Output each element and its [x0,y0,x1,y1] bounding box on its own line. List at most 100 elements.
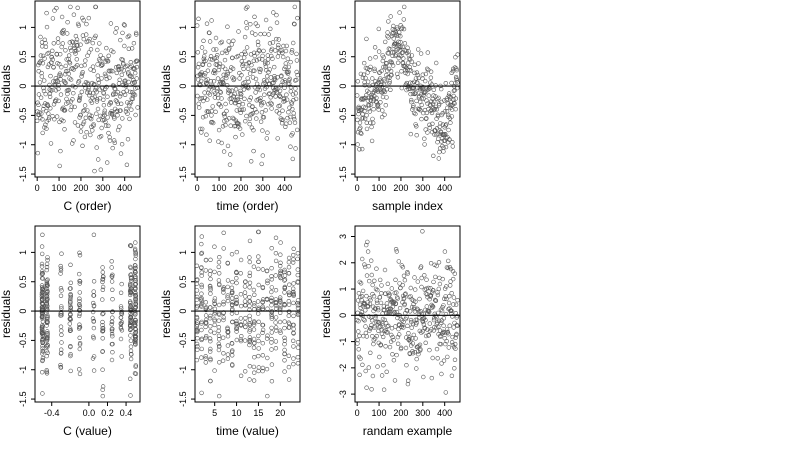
scatter-point [269,101,274,107]
scatter-point [224,75,229,81]
scatter-point [225,356,231,361]
scatter-point [58,263,63,269]
scatter-point [419,102,424,108]
scatter-point [374,95,379,101]
x-tick-label: 0 [355,408,360,418]
scatter-point [133,30,139,36]
scatter-point [212,306,218,311]
scatter-point [261,78,267,83]
scatter-point [263,61,268,66]
scatter-point [277,88,283,94]
scatter-point [230,296,235,301]
scatter-point [133,301,138,306]
scatter-point [96,117,101,123]
scatter-point [388,14,393,19]
scatter-point [70,97,75,102]
scatter-point [249,159,254,164]
x-tick-label: 300 [255,183,270,193]
scatter-point [40,343,45,349]
scatter-point [225,334,231,339]
scatter-point [429,305,435,310]
scatter-point [85,108,90,113]
scatter-point [287,120,293,125]
scatter-point [208,324,213,329]
scatter-point [269,289,274,295]
scatter-point [293,91,298,96]
scatter-point [251,58,257,63]
scatter-point [212,296,218,301]
scatter-point [45,332,50,337]
scatter-point [199,284,205,290]
scatter-point [295,345,300,350]
scatter-point [98,167,104,172]
scatter-point [233,134,238,140]
scatter-point [282,325,287,331]
scatter-point [247,303,252,309]
scatter-point [133,281,139,287]
scatter-point [104,76,110,82]
scatter-point [82,134,88,140]
scatter-point [455,85,460,91]
scatter-point [453,54,458,60]
scatter-point [243,51,248,57]
scatter-point [39,261,45,267]
scatter-point [60,29,65,34]
scatter-point [390,63,396,68]
scatter-point [365,239,370,245]
scatter-point [247,273,252,279]
scatter-point [195,322,200,327]
scatter-point [132,339,138,344]
scatter-point [256,42,261,48]
scatter-point [397,305,403,311]
x-tick-label: 400 [437,408,452,418]
scatter-point [91,319,96,324]
scatter-point [215,52,220,58]
scatter-point [84,130,89,135]
scatter-point [295,256,300,262]
scatter-point [246,79,251,85]
y-tick-label: 0 [338,313,348,318]
scatter-point [54,114,60,119]
scatter-point [90,316,96,321]
scatter-point [221,315,226,320]
scatter-point [59,304,64,309]
scatter-point [365,70,370,75]
scatter-point [358,281,364,286]
scatter-point [368,102,374,107]
scatter-point [238,292,244,297]
scatter-point [125,34,131,40]
scatter-point [133,304,138,309]
scatter-point [363,308,368,313]
scatter-point [128,348,134,354]
scatter-point [77,93,83,99]
scatter-point [54,5,59,11]
scatter-point [54,52,60,57]
y-tick-label: 1 [178,250,188,255]
scatter-point [431,93,436,98]
scatter-point [256,338,261,344]
scatter-point [367,109,373,114]
scatter-point [77,341,83,346]
x-tick-label: 300 [415,183,430,193]
scatter-point [196,101,201,107]
scatter-point [251,128,256,133]
scatter-point [378,300,384,306]
scatter-point [58,286,64,291]
scatter-point [122,23,127,28]
y-tick-label: 0.5 [18,50,28,63]
scatter-point [38,95,44,100]
scatter-point [264,136,269,141]
scatter-point [273,339,279,344]
scatter-point [252,303,257,308]
scatter-point [200,73,205,78]
y-tick-label: -1.5 [338,166,348,182]
scatter-point [411,105,416,110]
scatter-point [219,96,224,101]
scatter-point [128,338,134,343]
scatter-point [217,255,222,260]
scatter-point [369,138,375,144]
scatter-point [71,12,77,17]
scatter-point [77,371,83,377]
scatter-point [371,106,376,112]
